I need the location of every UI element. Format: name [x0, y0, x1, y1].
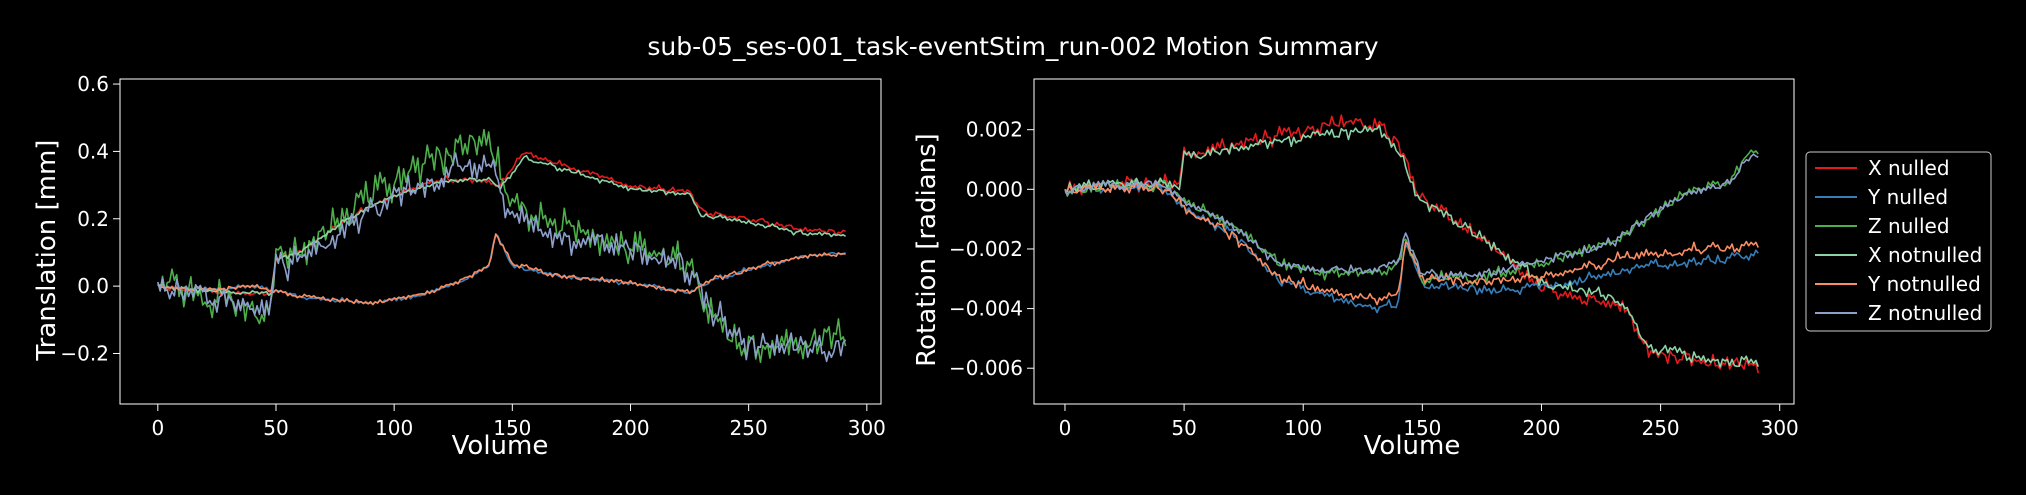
rotation-xlabel: Volume	[1364, 431, 1461, 461]
rotation-xtick-label: 200	[1522, 416, 1560, 440]
translation-ytick-label: 0.4	[77, 139, 109, 163]
rotation-ticks: 0 50 100 150 200 250 300 −0.006 −0.004 −0.002 0.00…	[949, 118, 1799, 440]
rotation-axes-frame	[1033, 78, 1795, 405]
translation-series-z-notnulled	[157, 152, 847, 363]
translation-series-z-nulled	[157, 128, 847, 364]
rotation-series-y-notnulled	[1064, 180, 1759, 306]
rotation-ytick-label: −0.006	[949, 356, 1023, 380]
translation-ytick-label: 0.2	[77, 207, 109, 231]
translation-panel: Translation [mm] Volume 0 50 100 150 200 250 3…	[32, 72, 886, 461]
legend-label-x-notnulled: X notnulled	[1868, 243, 1982, 267]
translation-xtick-label: 100	[375, 416, 413, 440]
translation-ticks: 0 50 100 150 200 250 300 −0.2 0.0 0.2 0.4 0.6	[60, 72, 885, 440]
translation-ytick-label: −0.2	[60, 341, 109, 365]
legend: X nulled Y nulled Z nulled X notnulled Y not…	[1805, 151, 1992, 332]
translation-xtick-label: 50	[263, 416, 288, 440]
rotation-panel: Rotation [radians] Volume 0 50 100 150 200 25…	[912, 78, 1799, 461]
legend-label-x-nulled: X nulled	[1868, 156, 1950, 180]
rotation-ytick-label: 0.000	[966, 177, 1023, 201]
translation-xtick-label: 300	[848, 416, 886, 440]
rotation-xtick-label: 50	[1171, 416, 1196, 440]
rotation-xtick-label: 150	[1403, 416, 1441, 440]
translation-xtick-label: 150	[493, 416, 531, 440]
translation-series-x-nulled	[157, 151, 846, 297]
legend-label-y-nulled: Y nulled	[1867, 185, 1948, 209]
rotation-ylabel: Rotation [radians]	[912, 133, 942, 367]
rotation-series-layer	[1064, 114, 1760, 374]
rotation-series-y-nulled	[1064, 181, 1759, 314]
rotation-series-z-nulled	[1064, 149, 1759, 286]
translation-xtick-label: 250	[730, 416, 768, 440]
translation-axes-frame	[119, 78, 882, 405]
translation-ylabel: Translation [mm]	[32, 140, 62, 362]
translation-series-x-notnulled	[157, 154, 846, 297]
legend-entries: X nulled Y nulled Z nulled X notnulled Y not…	[1815, 156, 1982, 325]
rotation-series-z-notnulled	[1064, 153, 1759, 280]
translation-xtick-label: 0	[151, 416, 164, 440]
rotation-xtick-label: 300	[1761, 416, 1799, 440]
rotation-ytick-label: −0.002	[949, 237, 1023, 261]
translation-xlabel: Volume	[452, 431, 549, 461]
legend-label-z-notnulled: Z notnulled	[1868, 301, 1982, 325]
rotation-xtick-label: 0	[1059, 416, 1072, 440]
rotation-series-x-notnulled	[1064, 124, 1760, 368]
legend-label-y-notnulled: Y notnulled	[1867, 272, 1981, 296]
figure-title: sub-05_ses-001_task-eventStim_run-002 Mo…	[647, 32, 1378, 61]
translation-ytick-label: 0.6	[77, 72, 109, 96]
rotation-ytick-label: 0.002	[966, 118, 1023, 142]
translation-series-layer	[157, 128, 847, 364]
rotation-series-x-nulled	[1064, 114, 1760, 374]
translation-xtick-label: 200	[611, 416, 649, 440]
translation-ytick-label: 0.0	[77, 274, 109, 298]
legend-label-z-nulled: Z nulled	[1868, 214, 1950, 238]
rotation-ytick-label: −0.004	[949, 297, 1023, 321]
rotation-xtick-label: 250	[1641, 416, 1679, 440]
rotation-xtick-label: 100	[1284, 416, 1322, 440]
